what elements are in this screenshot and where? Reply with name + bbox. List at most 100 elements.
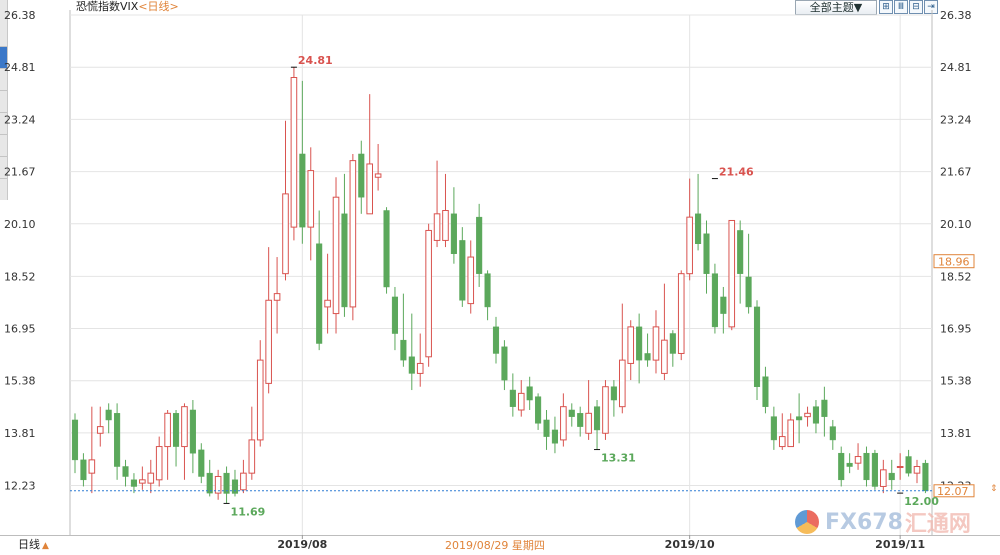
price-arrow-icon: ⇕ xyxy=(990,484,998,494)
candle-body-up xyxy=(214,475,222,494)
candle-body-up xyxy=(96,426,104,434)
sidebar-tab-active[interactable] xyxy=(0,47,7,69)
candle-body-up xyxy=(602,386,609,434)
candle-body-down xyxy=(122,466,129,477)
candle-body-up xyxy=(778,436,786,448)
candle-body-down xyxy=(231,479,239,494)
candle-body-down xyxy=(526,386,533,401)
candle-body-up xyxy=(627,326,635,364)
candle-body-up xyxy=(913,466,921,474)
candle-body-down xyxy=(172,413,180,447)
y-tick-label-left: 26.38 xyxy=(4,9,36,22)
candle-body-down xyxy=(796,416,803,421)
window-tool-icon[interactable]: ⊟ xyxy=(909,0,923,14)
candle-body-down xyxy=(593,406,601,431)
y-tick-label-right: 15.38 xyxy=(940,375,972,388)
candle-body-down xyxy=(711,273,718,328)
chart-title: 恐慌指数VIX<日线> xyxy=(76,0,179,13)
period-button[interactable]: 日线 ▲ xyxy=(0,536,70,554)
candle-body-up xyxy=(256,359,264,441)
y-tick-label-right: 18.52 xyxy=(940,270,972,283)
candle-body-down xyxy=(316,243,323,344)
candle-body-up xyxy=(88,459,96,474)
y-tick-label-right: 20.10 xyxy=(940,218,972,231)
candle-body-down xyxy=(130,479,137,487)
candle-body-up xyxy=(265,299,272,384)
candle-body-up xyxy=(686,216,693,275)
period-label[interactable]: <日线> xyxy=(138,0,179,13)
candle-body-up xyxy=(147,472,155,484)
candle-body-down xyxy=(189,409,196,454)
sidebar-tab[interactable] xyxy=(0,157,7,179)
candle-body-down xyxy=(492,326,500,354)
last-price-label: 12.07 xyxy=(937,485,969,498)
watermark-text: FX678 xyxy=(825,509,903,535)
x-tick-label: 2019/10 xyxy=(665,538,715,551)
y-tick-label-left: 24.81 xyxy=(4,61,36,74)
low-annotation: 12.00 xyxy=(904,495,939,508)
candle-body-down xyxy=(821,399,828,417)
candle-body-up xyxy=(248,439,256,474)
expand-tool-icon[interactable]: ⇥ xyxy=(924,0,938,14)
sidebar-tab[interactable] xyxy=(0,69,7,91)
sidebar-tab[interactable] xyxy=(0,135,7,157)
candle-body-up xyxy=(324,299,331,308)
candle-body-down xyxy=(770,416,777,441)
crosshair-tool-icon[interactable]: ⊞ xyxy=(879,0,893,14)
candle-body-up xyxy=(677,273,685,354)
candle-body-down xyxy=(922,462,929,492)
candle-body-down xyxy=(812,406,820,424)
candle-body-up xyxy=(467,256,475,305)
candle-body-down xyxy=(223,472,230,494)
candle-body-down xyxy=(400,339,407,361)
candle-body-up xyxy=(585,412,592,434)
sidebar-tab[interactable] xyxy=(0,113,7,135)
candle-body-down xyxy=(695,213,702,244)
candle-body-down xyxy=(762,376,769,407)
candle-body-down xyxy=(408,356,415,374)
layout-tool-icon[interactable]: Ⅲ xyxy=(894,0,908,14)
candle-body-up xyxy=(854,456,862,464)
candle-body-up xyxy=(425,229,432,358)
candle-body-down xyxy=(299,153,306,228)
y-tick-label-left: 18.52 xyxy=(4,270,36,283)
candle-body-up xyxy=(517,392,525,411)
candle-body-down xyxy=(459,240,466,301)
candle-body-down xyxy=(501,346,508,381)
candle-body-up xyxy=(349,160,357,308)
candle-body-up xyxy=(282,193,289,275)
y-tick-label-right: 21.67 xyxy=(940,166,972,179)
candle-body-down xyxy=(80,459,87,481)
candle-body-down xyxy=(535,396,542,424)
sidebar-tab[interactable] xyxy=(0,91,7,113)
y-tick-label-left: 13.81 xyxy=(4,427,36,440)
y-tick-label-right: 23.24 xyxy=(940,113,972,126)
candle-body-up xyxy=(728,219,736,328)
candle-body-up xyxy=(787,419,795,448)
topic-dropdown[interactable]: 全部主题▼ xyxy=(795,0,877,15)
candle-body-up xyxy=(155,446,163,481)
candle-body-down xyxy=(543,419,550,437)
candle-body-down xyxy=(568,409,575,417)
candle-body-down xyxy=(838,452,845,481)
candle-body-down xyxy=(829,426,836,441)
fx678-logo-icon xyxy=(795,510,819,534)
candle-body-up xyxy=(652,326,660,361)
crosshair-value-box xyxy=(933,254,975,269)
candle-body-down xyxy=(577,413,584,427)
candle-body-down xyxy=(358,153,365,198)
y-tick-label-left: 20.10 xyxy=(4,218,36,231)
candle-body-down xyxy=(206,472,213,494)
watermark: FX678 汇通网 xyxy=(795,507,971,537)
y-tick-label-left: 15.38 xyxy=(4,375,36,388)
candle-body-up xyxy=(880,469,887,487)
candle-body-down xyxy=(105,409,112,421)
candle-body-up xyxy=(139,479,146,484)
sidebar-tab[interactable] xyxy=(0,25,7,47)
high-annotation: 24.81 xyxy=(298,54,333,67)
candle-body-up xyxy=(416,362,424,374)
candle-body-down xyxy=(636,326,643,361)
candle-body-up xyxy=(442,210,449,241)
candle-body-down xyxy=(737,230,744,274)
